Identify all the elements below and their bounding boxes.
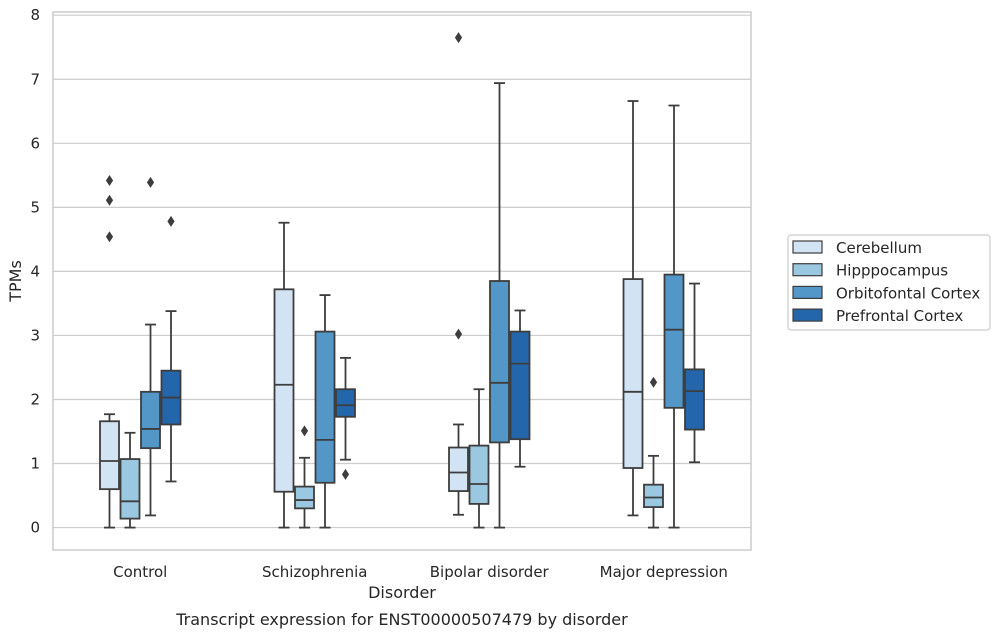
iqr-box	[468, 444, 490, 505]
outlier-point	[105, 194, 114, 206]
iqr-box	[663, 273, 685, 409]
outlier-point	[649, 376, 658, 388]
legend-label: Cerebellum	[836, 239, 922, 257]
box-0-0	[99, 413, 120, 529]
iqr-box	[273, 288, 295, 493]
outlier-point	[341, 468, 350, 480]
iqr-box	[119, 458, 141, 520]
box-groups	[99, 32, 705, 529]
legend-swatch	[792, 263, 823, 277]
y-tick-label: 2	[30, 390, 40, 408]
y-tick-label: 3	[30, 326, 40, 344]
iqr-box	[622, 278, 644, 469]
box-2-2	[489, 82, 510, 529]
legend-swatch	[792, 240, 823, 254]
legend-swatch	[792, 285, 823, 299]
grid-lines	[53, 14, 751, 529]
y-axis-label: TPMs	[6, 260, 25, 303]
y-tick-label: 7	[30, 70, 40, 88]
legend-frame	[787, 234, 991, 331]
y-axis-ticks: 0 1 2 3 4 5 6 7 8	[30, 6, 40, 536]
box-1-3	[643, 376, 664, 529]
outlier-point	[167, 215, 175, 227]
box-2-1	[314, 294, 336, 529]
box-1-1	[294, 425, 315, 529]
y-tick-label: 1	[30, 455, 40, 473]
outlier-point	[105, 174, 114, 186]
box-0-1	[273, 221, 295, 529]
iqr-box	[335, 388, 356, 418]
plot-area-frame	[52, 11, 752, 551]
outlier-point	[300, 425, 309, 437]
iqr-box	[99, 420, 120, 491]
legend-label: Hipppocampus	[836, 262, 948, 280]
box-3-3	[684, 282, 705, 464]
iqr-box	[314, 330, 336, 484]
box-0-3	[622, 100, 644, 517]
iqr-box	[448, 446, 469, 492]
y-tick-label: 6	[30, 134, 40, 152]
x-axis-ticks: Control Schizophrenia Bipolar disorder Majo…	[113, 563, 728, 581]
iqr-box	[643, 483, 664, 508]
x-axis-label: Disorder	[368, 583, 436, 602]
x-tick-label: Control	[113, 563, 167, 581]
y-tick-label: 8	[30, 6, 40, 24]
legend: Cerebellum Hipppocampus Orbitofontal Corte…	[787, 234, 991, 331]
chart-caption: Transcript expression for ENST0000050747…	[175, 610, 628, 629]
outlier-point	[105, 231, 114, 243]
iqr-box	[294, 485, 315, 510]
x-tick-label: Schizophrenia	[262, 563, 367, 581]
iqr-box	[489, 280, 510, 444]
y-tick-label: 0	[30, 519, 40, 537]
box-0-2	[448, 32, 469, 516]
legend-label: Orbitofontal Cortex	[836, 284, 980, 302]
box-2-3	[663, 104, 685, 529]
iqr-box	[140, 390, 161, 450]
outlier-point	[454, 328, 463, 340]
box-3-1	[335, 356, 356, 480]
legend-swatch	[792, 308, 823, 322]
box-3-2	[509, 309, 531, 468]
outlier-point	[454, 32, 463, 44]
iqr-box	[684, 368, 705, 431]
box-1-2	[468, 388, 490, 529]
iqr-box	[509, 330, 531, 441]
y-tick-label: 4	[30, 262, 40, 280]
x-tick-label: Major depression	[600, 563, 728, 581]
outlier-point	[146, 176, 155, 188]
box-2-0	[140, 176, 161, 517]
x-tick-label: Bipolar disorder	[430, 563, 550, 581]
y-tick-label: 5	[30, 198, 40, 216]
legend-label: Prefrontal Cortex	[836, 307, 963, 325]
box-1-0	[119, 431, 141, 529]
box-3-0	[160, 215, 182, 483]
